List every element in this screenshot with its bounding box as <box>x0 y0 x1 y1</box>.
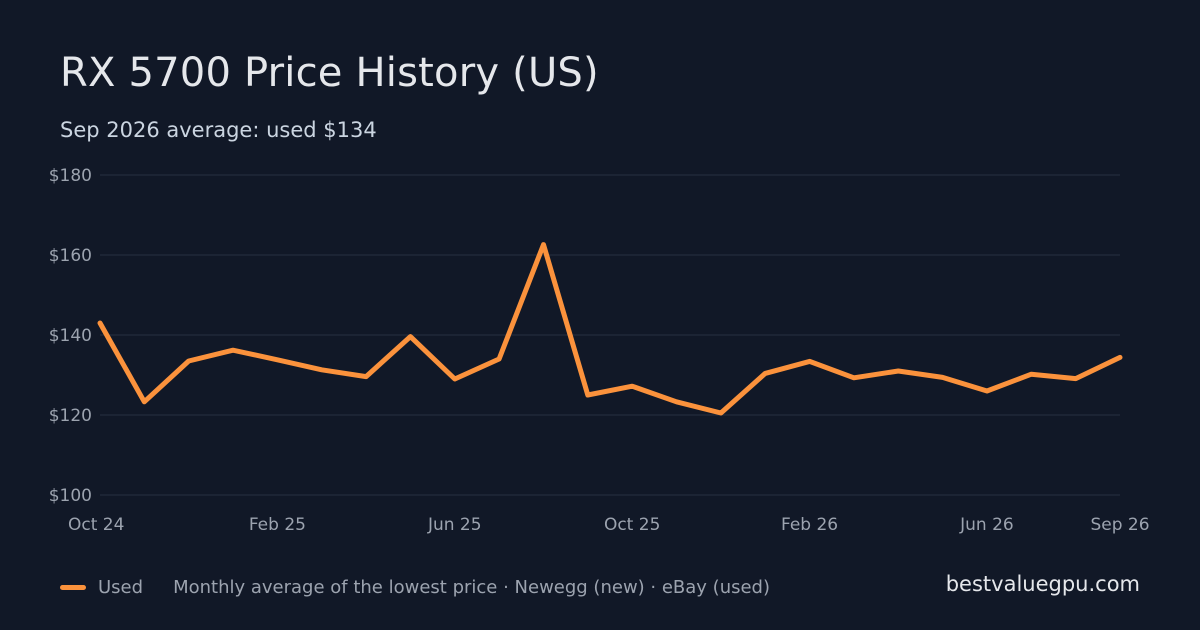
x-tick-label: Oct 24 <box>68 515 124 535</box>
brand-link[interactable]: bestvaluegpu.com <box>945 572 1140 596</box>
x-tick-label: Jun 25 <box>427 515 482 535</box>
x-tick-label: Feb 26 <box>781 515 838 535</box>
y-tick-label: $180 <box>49 166 92 186</box>
x-tick-label: Sep 26 <box>1090 515 1149 535</box>
x-axis-ticks: Oct 24 Feb 25 Jun 25 Oct 25 Feb 26 Jun 26 Sep … <box>68 515 1150 535</box>
series-layer <box>97 242 1123 416</box>
legend-label-used: Used <box>98 576 144 598</box>
x-tick-label: Feb 25 <box>249 515 306 535</box>
chart-title: RX 5700 Price History (US) <box>60 50 599 96</box>
y-axis-ticks: $100 $120 $140 $160 $180 <box>49 166 92 506</box>
chart-subtitle: Sep 2026 average: used $134 <box>60 118 377 142</box>
y-tick-label: $120 <box>49 406 92 426</box>
y-tick-label: $160 <box>49 246 92 266</box>
y-tick-label: $100 <box>49 486 92 506</box>
grid-lines <box>100 174 1120 496</box>
chart-footer: Used Monthly average of the lowest price… <box>60 574 770 600</box>
series-line-used <box>97 242 1123 416</box>
y-tick-label: $140 <box>49 326 92 346</box>
x-tick-label: Jun 26 <box>959 515 1014 535</box>
legend-swatch-used <box>60 584 86 590</box>
source-note: Monthly average of the lowest price · Ne… <box>173 576 771 598</box>
x-tick-label: Oct 25 <box>604 515 660 535</box>
